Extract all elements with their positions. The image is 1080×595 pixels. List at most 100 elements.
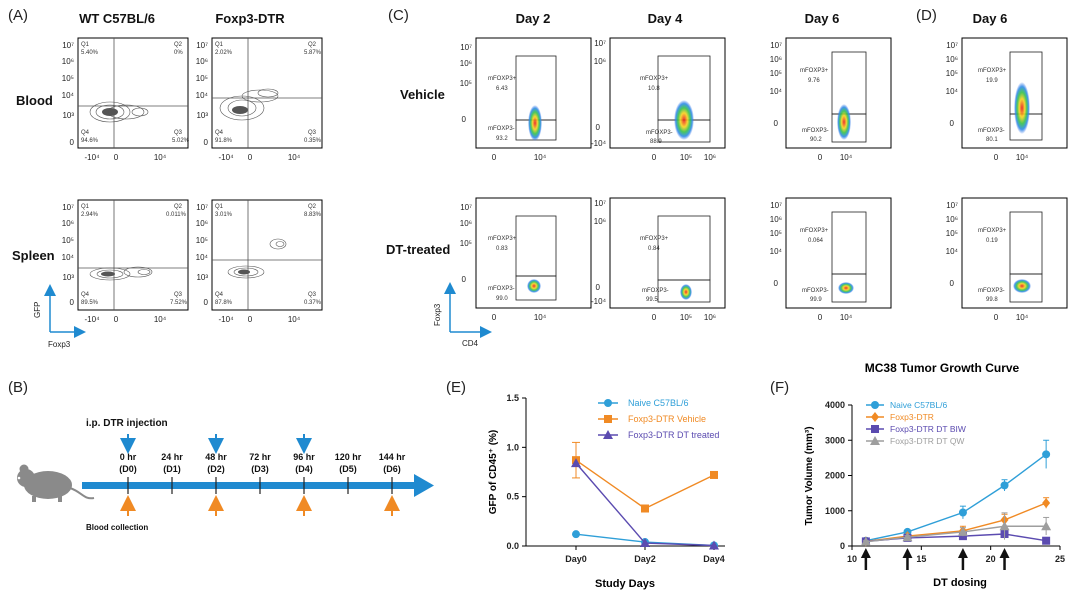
x-tick-label: Day0 [565, 554, 587, 564]
tick: 0 [652, 153, 657, 162]
legend-marker [871, 425, 879, 433]
q1-value: 2.94% [81, 212, 99, 218]
tick: 0 [114, 153, 119, 162]
panel-c-col-day2: Day 2 [516, 11, 551, 26]
tick: 10⁴ [840, 313, 853, 322]
panel-d-label: (D) [916, 7, 937, 24]
tick: 0 [596, 283, 601, 292]
chart-tumor-growth: MC38 Tumor Growth Curve 0 1000 2000 3000 4000… [804, 361, 1065, 589]
q1-label: Q1 [215, 204, 224, 210]
panel-c-axis-arrows: Foxp3 CD4 [433, 282, 492, 348]
tick: 10⁴ [62, 253, 75, 262]
tick: 10⁶ [704, 153, 716, 162]
gate-pos-label: mFOXP3+ [640, 236, 669, 242]
blood-collection-label: Blood collection [86, 523, 148, 532]
panel-c-x-ticks: 0 10⁴ 0 10⁵ 10⁶ 0 10⁴ 0 10⁴ 0 10⁵ 10⁶ 0 … [492, 153, 853, 322]
q2-value: 0% [174, 50, 183, 56]
q2-value: 8.83% [304, 212, 322, 218]
data-point [710, 470, 718, 479]
tick: 10⁷ [946, 41, 958, 50]
gate-pos-value: 0.19 [986, 238, 998, 244]
y-tick-label: 1000 [825, 506, 845, 516]
flow-plot-vehicle-day6: mFOXP3+ 9.76 mFOXP3- 90.2 [785, 37, 892, 149]
timepoint-hr: 120 hr [335, 452, 362, 462]
tick: 10⁷ [946, 201, 958, 210]
tick: -10⁴ [219, 153, 235, 162]
gate-pos-value: 0.84 [648, 246, 660, 252]
data-point [1042, 450, 1051, 459]
q4-label: Q4 [81, 130, 90, 136]
panel-a-y-ticks: 10⁷ 10⁶ 10⁵ 10⁴ 10³ 0 10⁷ 10⁶ 10⁵ 10⁴ 10… [62, 41, 209, 307]
data-point [1041, 521, 1052, 531]
panel-a-x-axis-name: Foxp3 [48, 340, 71, 349]
tick: 0 [70, 298, 75, 307]
gate-pos-value: 0.83 [496, 246, 508, 252]
x-tick-label: 10 [847, 554, 857, 564]
x-tick-label: 15 [916, 554, 926, 564]
panel-c-x-axis-name: CD4 [462, 339, 479, 348]
x-axis-label: DT dosing [933, 577, 987, 589]
gate-pos-value: 9.76 [808, 78, 820, 84]
tick: 10⁷ [196, 203, 208, 212]
legend-entry: Naive C57BL/6 [890, 400, 947, 410]
tick: 0 [70, 138, 75, 147]
tick: 0 [462, 115, 467, 124]
tick: 0 [950, 119, 955, 128]
flow-plot-dt-day6: mFOXP3+ 0.064 mFOXP3- 99.9 [785, 197, 892, 309]
q1-label: Q1 [215, 42, 224, 48]
gate-neg-value: 99.5 [646, 297, 658, 303]
panel-c-row-vehicle: Vehicle [400, 87, 445, 102]
tick: 10⁵ [460, 79, 472, 88]
q2-label: Q2 [308, 204, 317, 210]
tick: 10⁵ [770, 69, 782, 78]
q2-label: Q2 [308, 42, 317, 48]
tick: 0 [774, 119, 779, 128]
panel-f-label: (F) [770, 379, 789, 396]
tick: 10⁴ [840, 153, 853, 162]
q4-value: 87.8% [215, 300, 233, 306]
gate-neg-label: mFOXP3- [488, 126, 515, 132]
panel-c-label: (C) [388, 7, 409, 24]
q1-label: Q1 [81, 42, 90, 48]
tick: 0 [818, 153, 823, 162]
timepoint-hr: 48 hr [205, 452, 227, 462]
data-point [957, 526, 968, 536]
legend-entry: Foxp3-DTR DT QW [890, 436, 964, 446]
tick: 10⁴ [288, 153, 301, 162]
tick: 0 [492, 313, 497, 322]
q3-label: Q3 [174, 130, 183, 136]
data-point [902, 532, 913, 542]
y-axis-label: Tumor Volume (mm³) [804, 426, 815, 525]
legend-marker [603, 430, 613, 439]
panel-a-x-ticks: -10⁴ 0 10⁴ -10⁴ 0 10⁴ -10⁴ 0 10⁴ -10⁴ 0 … [85, 153, 301, 324]
y-tick-label: 1.5 [506, 393, 519, 403]
legend-entry: Foxp3-DTR DT BIW [890, 424, 966, 434]
data-point [1042, 497, 1051, 508]
tick: 10⁷ [770, 201, 782, 210]
tick: 0 [248, 153, 253, 162]
legend-marker [604, 415, 612, 423]
tick: 10⁶ [770, 55, 782, 64]
tick: 10⁵ [62, 74, 74, 83]
panel-d-y-ticks: 10⁷ 10⁶ 10⁵ 10⁴ 0 10⁷ 10⁶ 10⁵ 10⁴ 0 [946, 41, 959, 288]
tick: 10⁷ [460, 43, 472, 52]
q2-label: Q2 [174, 42, 183, 48]
q1-label: Q1 [81, 204, 90, 210]
panel-e-label: (E) [446, 379, 466, 396]
chart-title: MC38 Tumor Growth Curve [865, 361, 1020, 375]
tick: 10⁵ [196, 74, 208, 83]
flow-plot-blood-wt: Q1 5.40% Q2 0% Q3 5.02% Q4 94.6% [77, 37, 190, 149]
timepoint-hr: 0 hr [120, 452, 137, 462]
x-tick-label: 25 [1055, 554, 1065, 564]
dosing-arrow-head [860, 548, 871, 558]
q3-label: Q3 [308, 130, 317, 136]
x-tick-label: 20 [986, 554, 996, 564]
tick: 10⁵ [680, 313, 692, 322]
tick: 10⁴ [196, 91, 209, 100]
gate-pos-label: mFOXP3+ [640, 76, 669, 82]
y-tick-label: 0.0 [506, 541, 519, 551]
tick: 10³ [62, 111, 74, 120]
gate-neg-label: mFOXP3- [642, 288, 669, 294]
gate-neg-label: mFOXP3- [978, 288, 1005, 294]
q4-label: Q4 [81, 292, 90, 298]
